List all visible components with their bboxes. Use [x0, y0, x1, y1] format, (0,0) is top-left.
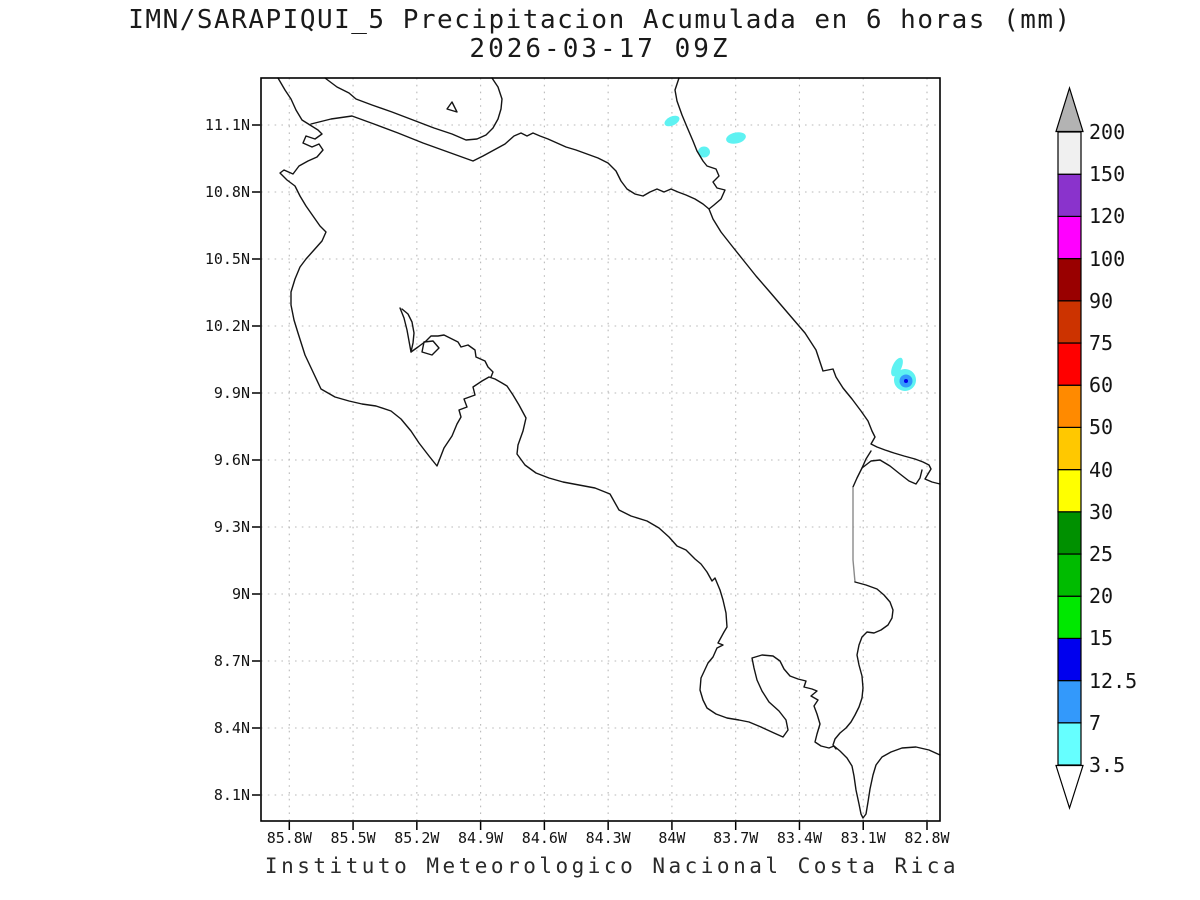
coastline-panama: [832, 581, 894, 750]
colorbar-level-label: 3.5: [1089, 753, 1126, 777]
lon-tick-label: 85.2W: [394, 829, 440, 847]
lake-island-triangle: [446, 101, 458, 113]
colorbar-level-label: 50: [1089, 415, 1114, 440]
colorbar-cell: [1057, 595, 1082, 640]
colorbar-level-label: 120: [1089, 204, 1126, 229]
colorbar-level-label: 150: [1089, 162, 1126, 187]
lon-tick-label: 82.8W: [904, 829, 950, 847]
precip-cell: [698, 146, 710, 158]
lon-tick-label: 83.4W: [776, 829, 823, 847]
lat-tick-label: 11.1N: [204, 116, 250, 134]
border-nicaragua: [310, 115, 710, 210]
colorbar-cell: [1057, 258, 1082, 302]
colorbar-cell: [1057, 131, 1082, 175]
gulf-upper-shore: [410, 334, 494, 378]
colorbar-cell: [1057, 469, 1082, 513]
colorbar-level-label: 40: [1089, 457, 1114, 482]
colorbar-cell: [1057, 384, 1082, 429]
lon-tick-label: 84.3W: [585, 829, 631, 847]
precip-cell: [891, 357, 903, 377]
lon-tick-label: 85.5W: [330, 829, 376, 847]
river-sixaola: [861, 459, 923, 485]
border-panama-gray: [852, 487, 856, 583]
precipitation-cells: [664, 115, 916, 391]
colorbar-level-label: 12.5: [1089, 668, 1138, 693]
colorbar-level-label: 100: [1089, 246, 1126, 271]
chart-title-line2: 2026-03-17 09Z: [469, 34, 731, 65]
lon-tick-label: 84W: [658, 829, 686, 847]
colorbar-level-label: 20: [1089, 584, 1114, 609]
lat-tick-label: 9.9N: [213, 384, 250, 402]
gulf-island-pentagon: [421, 340, 440, 356]
lat-tick-label: 8.7N: [213, 652, 250, 670]
border-sixaola: [852, 450, 872, 488]
lon-tick-label: 84.6W: [521, 829, 567, 847]
colorbar-level-label: 15: [1089, 626, 1114, 651]
colorbar-cell: [1057, 637, 1082, 682]
colorbar-arrow-bottom: [1055, 764, 1084, 810]
colorbar-level-label: 30: [1089, 499, 1114, 524]
colorbar-cell: [1057, 300, 1082, 344]
coastline-lake-nicaragua: [324, 77, 503, 141]
lon-tick-label: 83.7W: [713, 829, 759, 847]
coastline-pacific: [277, 77, 941, 819]
footer-institution: Instituto Meteorologico Nacional Costa R…: [264, 854, 960, 878]
lon-tick-label: 84.9W: [458, 829, 504, 847]
lat-tick-label: 9.6N: [213, 451, 250, 469]
colorbar-level-label: 90: [1089, 288, 1114, 313]
lat-tick-label: 9.3N: [213, 518, 250, 536]
lat-tick-label: 10.2N: [204, 317, 250, 335]
colorbar: [1055, 85, 1084, 810]
colorbar-cell: [1057, 722, 1082, 766]
plot-frame: [260, 77, 941, 822]
colorbar-cell: [1057, 342, 1082, 386]
colorbar-cell: [1057, 679, 1082, 724]
colorbar-cell: [1057, 426, 1082, 471]
precip-cell: [664, 115, 680, 127]
colorbar-cell: [1057, 553, 1082, 597]
colorbar-level-label: 7: [1089, 710, 1102, 735]
colorbar-cell: [1057, 511, 1082, 555]
lon-tick-label: 85.8W: [266, 829, 312, 847]
colorbar-cell: [1057, 173, 1082, 217]
lat-tick-label: 9N: [231, 585, 250, 603]
plot-frame-and-ticks: [252, 77, 941, 830]
gulf-spit: [399, 307, 415, 353]
lat-tick-label: 10.5N: [204, 250, 250, 268]
colorbar-level-label: 200: [1089, 120, 1126, 144]
precip-cell: [904, 379, 908, 383]
colorbar-level-label: 25: [1089, 542, 1114, 566]
colorbar-level-label: 75: [1089, 331, 1114, 355]
colorbar-arrow-top: [1055, 85, 1084, 133]
costa-rica-coastline: [277, 77, 941, 819]
lat-tick-label: 10.8N: [204, 183, 250, 201]
precip-cell: [726, 132, 746, 144]
lon-tick-label: 83.1W: [840, 829, 886, 847]
coastline-caribbean: [674, 77, 941, 485]
chart-title: IMN/SARAPIQUI_5 Precipitacion Acumulada …: [0, 5, 1200, 65]
colorbar-level-label: 60: [1089, 373, 1114, 398]
lat-tick-label: 8.1N: [213, 786, 250, 804]
lat-tick-label: 8.4N: [213, 719, 250, 737]
colorbar-cell: [1057, 215, 1082, 260]
chart-title-line1: IMN/SARAPIQUI_5 Precipitacion Acumulada …: [128, 5, 1072, 35]
grid-lines: [261, 78, 940, 821]
